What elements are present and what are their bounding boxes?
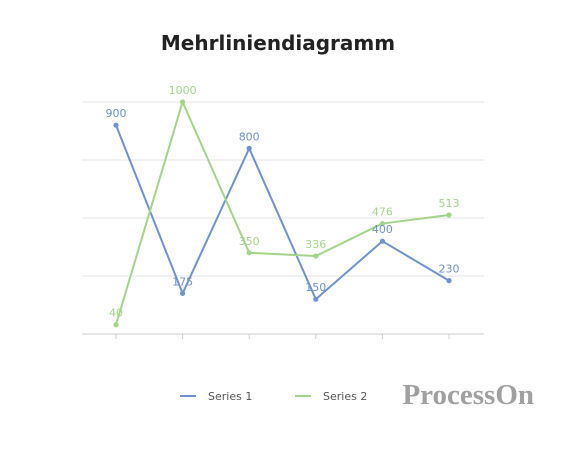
- series-1-data-label: 400: [372, 223, 393, 236]
- series-1-point[interactable]: [113, 122, 119, 128]
- x-axis: [82, 333, 484, 339]
- data-labels: 900 175 800 150 400 230 40 1000 350 336 476 513: [106, 84, 460, 320]
- series-2-data-label: 350: [239, 235, 260, 248]
- grid: [82, 101, 484, 277]
- series-2-point[interactable]: [313, 253, 319, 259]
- series-2-line: [115, 101, 450, 326]
- series-1-point[interactable]: [313, 296, 319, 302]
- watermark-logo: ProcessOn: [402, 379, 534, 411]
- legend[interactable]: Series 1 Series 2: [180, 390, 367, 403]
- series-2-data-label: 1000: [169, 84, 197, 97]
- series-1-data-label: 900: [106, 107, 127, 120]
- series-1-point[interactable]: [379, 238, 385, 244]
- series-1-point[interactable]: [246, 145, 252, 151]
- series-2-data-label: 513: [439, 197, 460, 210]
- series-2-point[interactable]: [246, 250, 252, 256]
- chart-title: Mehrliniendiagramm: [161, 31, 395, 55]
- series-group: [113, 99, 452, 328]
- series-1-data-label: 800: [239, 130, 260, 143]
- series-2-point[interactable]: [446, 212, 452, 218]
- series-2-point[interactable]: [180, 99, 186, 105]
- series-2-data-label: 476: [372, 206, 393, 219]
- series-1-line: [115, 124, 450, 301]
- series-1-data-label: 175: [172, 275, 193, 288]
- series-2-data-label: 336: [305, 238, 326, 251]
- legend-label-series-2[interactable]: Series 2: [323, 390, 367, 403]
- series-1-data-label: 230: [439, 263, 460, 276]
- series-2-point[interactable]: [379, 220, 385, 227]
- series-2-data-label: 40: [109, 307, 123, 320]
- series-2-point[interactable]: [113, 322, 119, 328]
- series-1-point[interactable]: [180, 290, 186, 296]
- series-1-point[interactable]: [446, 278, 452, 284]
- legend-label-series-1[interactable]: Series 1: [208, 390, 252, 403]
- series-1-data-label: 150: [305, 281, 326, 294]
